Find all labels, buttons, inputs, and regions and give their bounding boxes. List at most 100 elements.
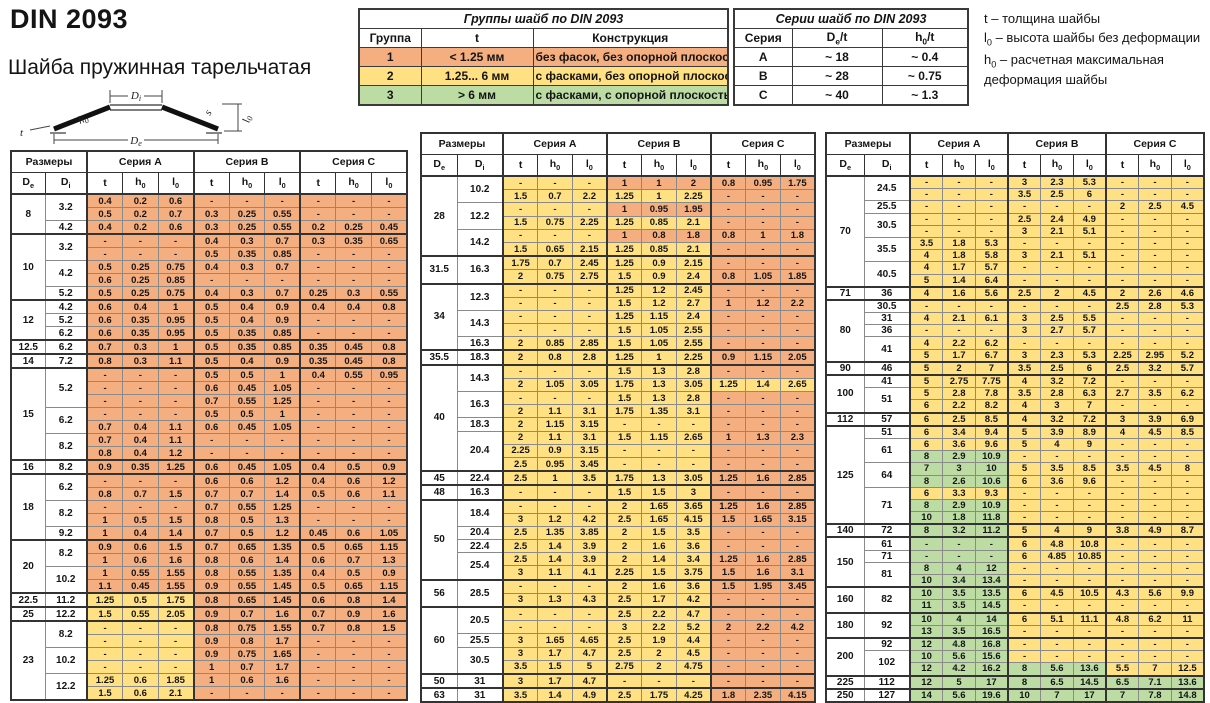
header-series: Серия A: [909, 132, 1009, 155]
value-cell: 1.5: [605, 296, 643, 311]
value-cell: 1.4: [745, 377, 781, 393]
value-cell: 3.2: [1040, 411, 1074, 427]
value-cell: 0.6: [86, 326, 124, 341]
value-cell: 0.5: [192, 339, 230, 355]
value-cell: -: [1006, 574, 1042, 588]
value-cell: -: [157, 233, 195, 248]
value-cell: 0.6: [86, 299, 124, 314]
value-cell: 4: [1040, 523, 1074, 538]
value-cell: 0.5: [335, 459, 372, 475]
value-cell: -: [537, 390, 573, 406]
value-cell: -: [1040, 498, 1074, 513]
value-cell: 4.5: [1040, 586, 1074, 601]
value-cell: 8.5: [1072, 462, 1107, 476]
de-cell: 60: [420, 606, 458, 675]
header-razmery: Размеры: [420, 132, 504, 155]
value-cell: 3: [1006, 249, 1042, 263]
value-cell: -: [745, 606, 781, 622]
value-cell: 9.6: [1072, 474, 1107, 488]
value-cell: -: [709, 309, 747, 325]
value-cell: -: [909, 324, 944, 338]
value-cell: 0.5: [86, 286, 124, 301]
value-cell: 0.8: [86, 446, 124, 461]
value-cell: -: [1170, 561, 1205, 576]
value-cell: -: [1040, 624, 1074, 639]
value-cell: -: [122, 660, 159, 674]
di-cell: 41: [863, 374, 911, 389]
value-cell: 1.25: [86, 592, 124, 608]
value-cell: -: [709, 525, 747, 541]
value-cell: 2.9: [942, 450, 976, 464]
value-cell: -: [1072, 273, 1107, 288]
di-cell: 16.3: [456, 390, 504, 419]
di-cell: 5.2: [44, 286, 88, 301]
value-cell: 4.7: [571, 672, 608, 689]
value-cell: 0.45: [335, 353, 372, 369]
header-t: t: [299, 172, 337, 195]
value-cell: 2.15: [571, 241, 608, 257]
di-cell: 35.5: [863, 236, 911, 263]
value-cell: 0.6: [335, 526, 372, 541]
value-cell: 0.4: [228, 353, 266, 369]
value-cell: 8: [1006, 674, 1042, 690]
value-cell: 6: [1006, 611, 1042, 626]
di-cell: 71: [863, 549, 911, 563]
di-cell: 11.2: [44, 592, 88, 608]
value-cell: 1.75: [779, 175, 816, 191]
value-cell: -: [1104, 312, 1140, 326]
value-cell: 2.1: [675, 215, 712, 230]
header-h: h0: [1138, 154, 1172, 177]
de-cell: 40: [420, 363, 458, 472]
value-cell: -: [709, 215, 747, 230]
value-cell: -: [122, 233, 159, 248]
value-cell: 2.5: [1040, 188, 1074, 202]
value-cell: 0.4: [122, 446, 159, 461]
value-cell: -: [1006, 599, 1042, 614]
value-cell: 0.8: [192, 513, 230, 527]
series-table-title: Серии шайб по DIN 2093: [733, 8, 969, 29]
value-cell: -: [1138, 574, 1172, 588]
value-cell: -: [228, 193, 266, 208]
value-cell: 0.4: [122, 420, 159, 434]
value-cell: -: [1006, 261, 1042, 275]
value-cell: 3.15: [571, 417, 608, 432]
value-cell: -: [1072, 574, 1107, 588]
value-cell: -: [157, 634, 195, 648]
value-cell: -: [1006, 450, 1042, 464]
value-cell: -: [571, 390, 608, 406]
value-cell: 0.3: [122, 339, 159, 355]
value-cell: 1.7: [537, 646, 573, 661]
groups-table-header: Конструкция: [532, 28, 729, 48]
value-cell: 2: [502, 377, 539, 393]
value-cell: 0.3: [192, 207, 230, 221]
series-table: Серии шайб по DIN 2093 Серия De/t h0/t A ~ 18…: [733, 8, 970, 106]
legend: t – толщина шайбы l0 – высота шайбы без д…: [984, 10, 1206, 90]
value-cell: -: [264, 273, 301, 287]
value-cell: 3: [675, 484, 712, 501]
value-cell: -: [370, 500, 408, 514]
value-cell: 1.75: [502, 255, 539, 271]
value-cell: 5: [909, 387, 944, 401]
value-cell: -: [122, 367, 159, 382]
value-cell: 0.8: [370, 353, 408, 369]
value-cell: 4.9: [571, 687, 608, 703]
value-cell: 5: [909, 273, 944, 288]
value-cell: -: [537, 620, 573, 635]
value-cell: -: [502, 390, 539, 406]
value-cell: -: [974, 212, 1009, 226]
value-cell: 0.5: [299, 539, 337, 554]
groups-table: Группы шайб по DIN 2093 Группа t Конструкци…: [358, 8, 729, 106]
value-cell: 0.6: [299, 553, 337, 567]
value-cell: 4.1: [571, 565, 608, 581]
value-cell: -: [1138, 561, 1172, 576]
value-cell: 0.85: [537, 336, 573, 351]
di-cell: 7.2: [44, 353, 88, 369]
value-cell: 4: [942, 561, 976, 576]
value-cell: 1.1: [157, 353, 195, 369]
value-cell: -: [370, 420, 408, 434]
groups-table-cell: 1.25... 6 мм: [420, 66, 534, 86]
value-cell: 5.1: [1072, 224, 1107, 238]
value-cell: 10.5: [1072, 586, 1107, 601]
value-cell: 7.2: [1072, 374, 1107, 389]
value-cell: -: [1138, 474, 1172, 488]
